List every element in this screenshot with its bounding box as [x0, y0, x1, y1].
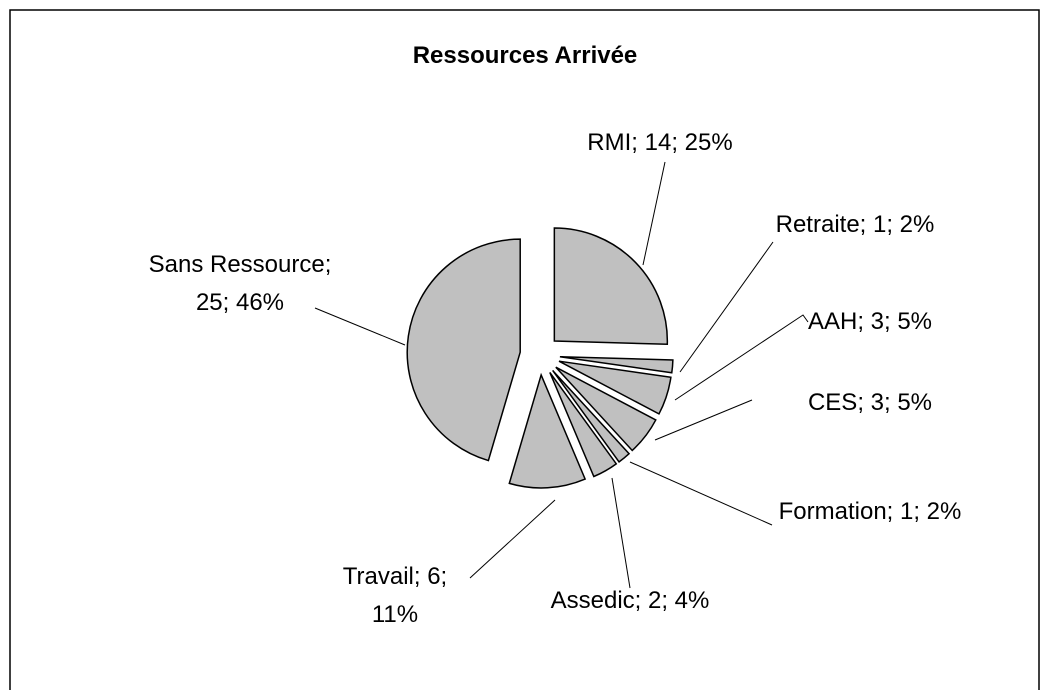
leader-line: [611, 477, 631, 589]
data-label: AAH; 3; 5%: [807, 308, 933, 335]
data-label: CES; 3; 5%: [807, 389, 933, 416]
chart-frame: [9, 9, 1040, 690]
leader-line: [674, 314, 809, 401]
leader-line: [629, 461, 773, 526]
pie-slice: [406, 238, 521, 462]
pie-slice: [552, 369, 631, 463]
data-label: Retraite; 1; 2%: [775, 211, 935, 238]
leader-line: [642, 161, 666, 266]
leader-line: [314, 307, 406, 346]
pie-slice: [508, 372, 587, 489]
data-label: Formation; 1; 2%: [778, 498, 962, 525]
data-label: Travail; 6; 11%: [342, 563, 448, 628]
leader-line: [469, 499, 556, 579]
leader-line: [679, 241, 774, 373]
data-label: Sans Ressource; 25; 46%: [148, 251, 332, 316]
pie-slice: [553, 227, 669, 346]
pie-slice: [559, 355, 674, 374]
chart-title: Ressources Arrivée: [412, 42, 638, 69]
data-label: Assedic; 2; 4%: [550, 587, 710, 614]
leader-line: [654, 399, 753, 441]
data-label: RMI; 14; 25%: [587, 129, 733, 156]
pie-slice: [555, 366, 657, 452]
pie-slice: [549, 371, 618, 478]
pie-slice: [558, 360, 672, 415]
